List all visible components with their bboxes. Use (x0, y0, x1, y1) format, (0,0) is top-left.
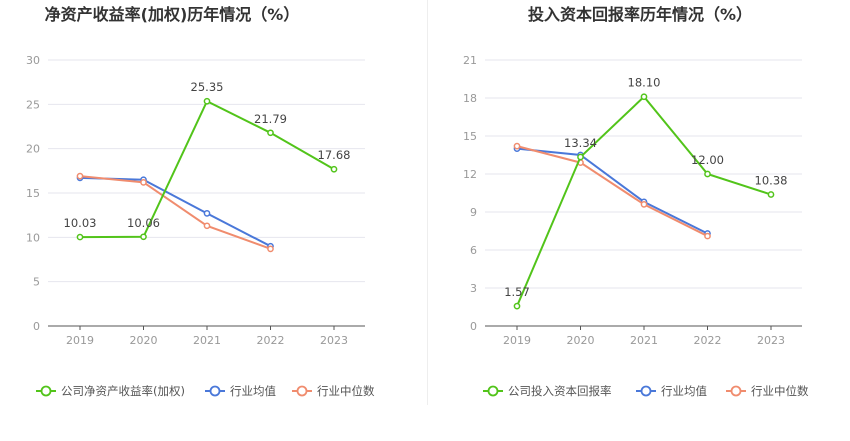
legend-marker[interactable] (209, 385, 221, 397)
x-tick-label: 2021 (193, 334, 221, 347)
legend-marker[interactable] (640, 385, 652, 397)
data-point (203, 97, 211, 105)
data-point (640, 93, 648, 101)
data-point (577, 153, 584, 161)
data-point (140, 179, 147, 186)
y-tick-label: 15 (463, 130, 477, 143)
data-label: 12.00 (691, 153, 724, 167)
series-line (79, 175, 271, 250)
chart-panel-roe: 净资产收益率(加权)历年情况（%） 0 5 10 15 20 25 30 2019 2020 202… (0, 0, 425, 437)
y-tick-label: 9 (470, 206, 477, 219)
chart-title: 净资产收益率(加权)历年情况（%） (45, 5, 300, 24)
data-label: 1.57 (504, 285, 530, 299)
legend-label[interactable]: 行业均值 (230, 384, 276, 398)
data-label: 10.06 (127, 216, 160, 230)
y-tick-label: 20 (26, 143, 40, 156)
legend-marker[interactable] (730, 385, 742, 397)
data-point (203, 222, 211, 230)
x-tick-label: 2023 (320, 334, 348, 347)
series-line (516, 147, 708, 235)
panel-divider (427, 0, 428, 405)
data-point (513, 142, 521, 150)
legend-marker[interactable] (296, 385, 308, 397)
legend-label[interactable]: 行业中位数 (317, 384, 375, 398)
x-tick-label: 2022 (694, 334, 722, 347)
legend-label[interactable]: 公司净资产收益率(加权) (61, 384, 185, 398)
legend-label[interactable]: 行业中位数 (751, 384, 809, 398)
legend-marker[interactable] (487, 385, 499, 397)
data-point (704, 232, 711, 240)
y-tick-label: 18 (463, 92, 477, 105)
y-tick-label: 21 (463, 54, 477, 67)
roic-chart: 投入资本回报率历年情况（%） 0 3 6 9 12 15 18 21 2019 2020 2021 20… (463, 5, 809, 398)
data-point (76, 172, 84, 180)
data-point (267, 129, 274, 137)
data-point (513, 302, 521, 310)
legend-label[interactable]: 行业均值 (661, 384, 707, 398)
x-tick-label: 2021 (630, 334, 658, 347)
data-label: 17.68 (318, 148, 351, 162)
x-tick-label: 2019 (66, 334, 94, 347)
data-label: 13.34 (564, 136, 597, 150)
x-tick-label: 2020 (567, 334, 595, 347)
y-tick-label: 5 (33, 276, 40, 289)
y-tick-label: 30 (26, 54, 40, 67)
data-point (704, 170, 711, 178)
data-label: 10.03 (64, 216, 97, 230)
legend-label[interactable]: 公司投入资本回报率 (508, 384, 612, 398)
y-tick-label: 12 (463, 168, 477, 181)
x-tick-label: 2022 (257, 334, 285, 347)
legend-marker[interactable] (40, 385, 52, 397)
x-tick-label: 2019 (503, 334, 531, 347)
chart-title: 投入资本回报率历年情况（%） (528, 5, 752, 24)
series-line (516, 145, 708, 237)
roe-chart: 净资产收益率(加权)历年情况（%） 0 5 10 15 20 25 30 2019 2020 202… (26, 5, 375, 398)
chart-panel-roic: 投入资本回报率历年情况（%） 0 3 6 9 12 15 18 21 2019 2020 2021 20… (425, 0, 850, 437)
y-tick-label: 3 (470, 282, 477, 295)
y-tick-label: 25 (26, 98, 40, 111)
y-tick-label: 15 (26, 187, 40, 200)
data-point (76, 233, 84, 241)
data-label: 21.79 (254, 112, 287, 126)
y-tick-label: 6 (470, 244, 477, 257)
data-point (140, 233, 147, 241)
data-label: 25.35 (191, 80, 224, 94)
data-label: 18.10 (628, 76, 661, 90)
data-point (267, 245, 274, 253)
x-tick-label: 2023 (757, 334, 785, 347)
data-point (640, 201, 648, 208)
y-tick-label: 10 (26, 231, 40, 244)
x-tick-label: 2020 (130, 334, 158, 347)
data-point (203, 210, 211, 217)
data-label: 10.38 (755, 174, 788, 188)
data-point (330, 165, 338, 173)
y-tick-label: 0 (33, 320, 40, 333)
data-point (767, 191, 775, 198)
y-tick-label: 0 (470, 320, 477, 333)
